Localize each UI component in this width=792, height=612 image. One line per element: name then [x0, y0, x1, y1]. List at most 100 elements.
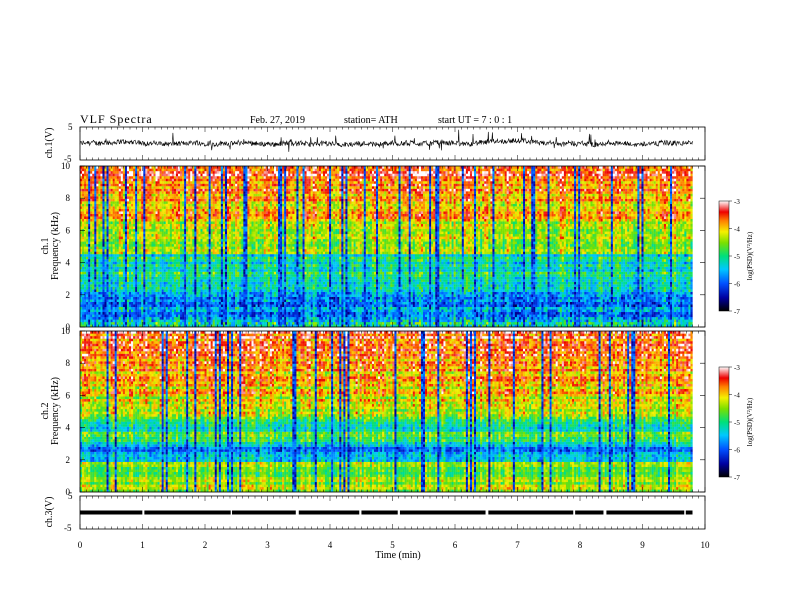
spectrogram-cell — [231, 304, 234, 308]
spectrogram-cell — [149, 171, 152, 174]
spectrogram-cell — [102, 231, 105, 235]
spectrogram-cell — [153, 256, 156, 260]
spectrogram-cell — [120, 183, 124, 187]
spectrogram-cell — [112, 296, 115, 300]
spectrogram-cell — [212, 188, 215, 192]
spectrogram-cell — [218, 264, 222, 267]
spectrogram-cell — [141, 281, 144, 285]
spectrogram-cell — [227, 284, 230, 287]
spectrogram-cell — [96, 284, 99, 287]
spectrogram-cell — [175, 256, 179, 260]
spectrogram-cell — [227, 314, 230, 318]
spectrogram-cell — [116, 289, 119, 292]
spectrogram-cell — [90, 301, 93, 305]
spectrogram-cell — [88, 324, 91, 328]
spectrogram-cell — [182, 314, 185, 318]
spectrogram-cell — [98, 251, 101, 255]
spectrogram-cell — [133, 286, 136, 290]
spectrogram-cell — [92, 231, 95, 235]
spectrogram-cell — [206, 211, 209, 214]
spectrogram-cell — [216, 178, 219, 182]
spectrogram-cell — [165, 291, 168, 295]
spectrogram-cell — [192, 186, 195, 189]
spectrogram-cell — [229, 316, 232, 320]
spectrogram-cell — [120, 171, 124, 174]
spectrogram-cell — [208, 266, 211, 270]
spectrogram-cell — [194, 168, 197, 172]
spectrogram-cell — [145, 171, 148, 174]
spectrogram-cell — [167, 176, 170, 179]
spectrogram-cell — [147, 241, 150, 245]
spectrogram-cell — [198, 198, 201, 202]
spectrogram-cell — [94, 238, 97, 242]
spectrogram-cell — [169, 279, 173, 282]
spectrogram-cell — [114, 311, 117, 315]
spectrogram-cell — [165, 256, 168, 260]
spectrogram-cell — [80, 249, 83, 252]
spectrogram-cell — [192, 304, 195, 308]
spectrogram-cell — [108, 201, 111, 204]
spectrogram-cell — [118, 236, 121, 240]
spectrogram-cell — [126, 198, 130, 202]
spectrogram-cell — [122, 173, 126, 177]
spectrogram-cell — [139, 203, 142, 207]
spectrogram-cell — [200, 306, 203, 310]
spectrogram-cell — [147, 316, 150, 320]
spectrogram-cell — [186, 198, 189, 202]
spectrogram-cell — [151, 249, 154, 252]
spectrogram-cell — [92, 246, 95, 250]
spectrogram-cell — [224, 264, 228, 267]
spectrogram-cell — [190, 301, 193, 305]
spectrogram-cell — [165, 208, 168, 212]
spectrogram-cell — [206, 178, 209, 182]
spectrogram-cell — [149, 233, 152, 237]
spectrogram-cell — [182, 316, 185, 320]
spectrogram-cell — [100, 233, 103, 237]
spectrogram-cell — [227, 181, 230, 184]
spectrogram-cell — [208, 301, 211, 305]
spectrogram-cell — [131, 173, 134, 177]
spectrogram-cell — [90, 196, 93, 199]
spectrogram-cell — [216, 286, 219, 290]
spectrogram-cell — [161, 319, 164, 323]
spectrogram-cell — [218, 176, 222, 179]
spectrogram-cell — [96, 178, 99, 182]
spectrogram-cell — [147, 171, 150, 174]
spectrogram-cell — [122, 191, 126, 194]
spectrogram-cell — [120, 226, 124, 230]
spectrogram-cell — [114, 231, 117, 235]
spectrogram-cell — [84, 284, 87, 287]
spectrogram-cell — [222, 309, 226, 313]
spectrogram-cell — [220, 211, 224, 214]
spectrogram-cell — [141, 231, 144, 235]
spectrogram-cell — [208, 208, 211, 212]
spectrogram-cell — [198, 261, 201, 265]
spectrogram-cell — [102, 301, 105, 305]
spectrogram-cell — [133, 254, 136, 257]
spectrogram-cell — [102, 196, 105, 199]
spectrogram-cell — [196, 196, 199, 199]
spectrogram-cell — [218, 306, 222, 310]
spectrogram-cell — [190, 201, 193, 204]
spectrogram-cell — [227, 188, 230, 192]
spectrogram-cell — [182, 266, 185, 270]
spectrogram-cell — [169, 259, 173, 262]
spectrogram-cell — [194, 213, 197, 217]
spectrogram-cell — [151, 281, 154, 285]
spectrogram-cell — [206, 176, 209, 179]
spectrogram-cell — [196, 241, 199, 245]
spectrogram-cell — [116, 211, 119, 214]
spectrogram-cell — [231, 311, 234, 315]
spectrogram-cell — [178, 289, 181, 292]
spectrogram-cell — [180, 243, 183, 247]
spectrogram-cell — [196, 221, 199, 225]
spectrogram-cell — [135, 186, 138, 189]
spectrogram-cell — [92, 176, 95, 179]
spectrogram-cell — [186, 291, 189, 295]
spectrogram-cell — [116, 173, 119, 177]
spectrogram-cell — [167, 183, 170, 187]
spectrogram-cell — [188, 279, 191, 282]
spectrogram-cell — [126, 203, 130, 207]
spectrogram-cell — [149, 211, 152, 214]
spectrogram-cell — [122, 188, 126, 192]
